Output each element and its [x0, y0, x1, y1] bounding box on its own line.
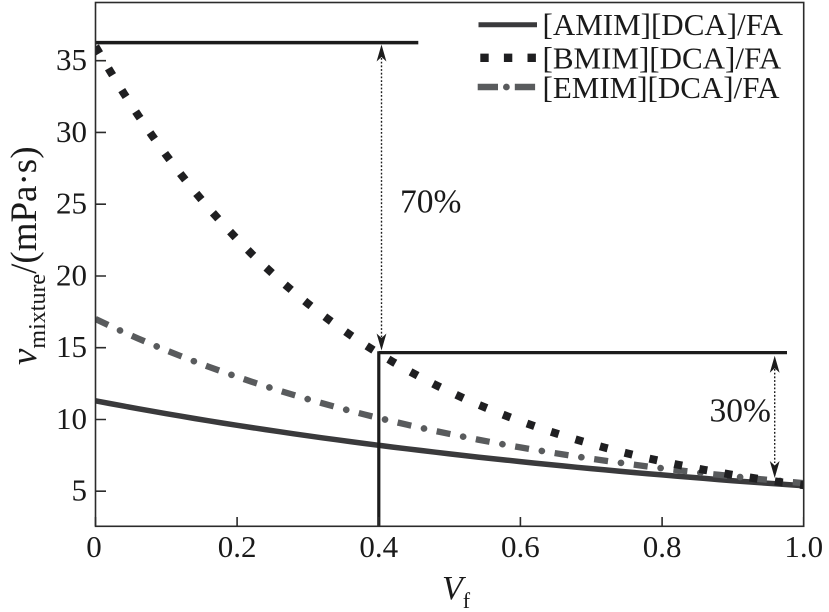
svg-text:1.0: 1.0	[784, 529, 823, 564]
svg-text:30%: 30%	[710, 393, 771, 430]
svg-text:Vf: Vf	[442, 570, 471, 612]
svg-text:0.8: 0.8	[643, 529, 682, 564]
svg-text:[BMIM][DCA]/FA: [BMIM][DCA]/FA	[543, 40, 782, 75]
svg-text:[AMIM][DCA]/FA: [AMIM][DCA]/FA	[543, 7, 784, 42]
svg-text:[EMIM][DCA]/FA: [EMIM][DCA]/FA	[543, 70, 781, 105]
svg-text:15: 15	[56, 329, 87, 364]
svg-text:25: 25	[56, 186, 87, 221]
svg-text:0.6: 0.6	[501, 529, 540, 564]
svg-text:70%: 70%	[400, 184, 461, 221]
svg-text:νmixture/(mPa·s): νmixture/(mPa·s)	[4, 146, 51, 365]
svg-text:20: 20	[56, 258, 87, 293]
svg-text:5: 5	[72, 473, 88, 508]
svg-text:10: 10	[56, 401, 87, 436]
svg-text:35: 35	[56, 42, 87, 77]
svg-text:0: 0	[86, 529, 102, 564]
svg-text:0.2: 0.2	[218, 529, 257, 564]
svg-text:30: 30	[56, 114, 87, 149]
svg-text:0.4: 0.4	[359, 529, 398, 564]
